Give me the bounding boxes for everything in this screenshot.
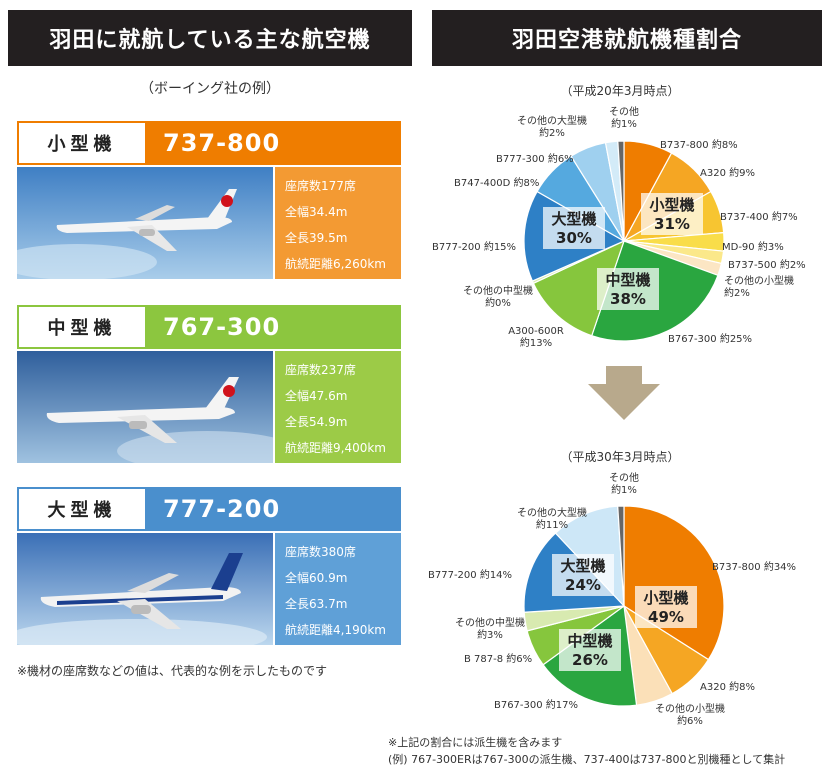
right-panel-title: 羽田空港就航機種割合 bbox=[432, 10, 822, 66]
card-model: 767-300 bbox=[163, 313, 281, 341]
slice-label: A300-600R 約13% bbox=[508, 326, 564, 349]
slice-label: その他約1% bbox=[609, 105, 639, 130]
group-label-box bbox=[559, 629, 621, 671]
slice-label: B747-400D 約8% bbox=[454, 176, 539, 189]
slice-label: A320 約8% bbox=[700, 680, 755, 693]
card-category: 小型機 bbox=[19, 123, 145, 163]
card-specs: 座席数380席 全幅60.9m 全長63.7m 航続距離4,190km bbox=[275, 533, 401, 645]
slice-label: B777-200 約14% bbox=[428, 568, 512, 581]
down-arrow-icon bbox=[588, 366, 660, 420]
group-value: 24% bbox=[565, 576, 601, 594]
footnote: ※機材の座席数などの値は、代表的な例を示したものです bbox=[17, 664, 328, 678]
group-label-box bbox=[543, 207, 605, 249]
spec-length: 全長54.9m bbox=[285, 415, 348, 429]
group-name: 中型機 bbox=[605, 271, 650, 289]
card-category: 大型機 bbox=[19, 489, 145, 529]
slice-label: B777-200 約15% bbox=[432, 240, 516, 253]
spec-wingspan: 全幅47.6m bbox=[285, 389, 348, 403]
spec-range: 航続距離4,190km bbox=[285, 623, 386, 637]
slice-label: その他の大型機約2% bbox=[517, 114, 587, 139]
spec-range: 航続距離9,400km bbox=[285, 441, 386, 455]
pie-slice bbox=[532, 239, 626, 337]
spec-wingspan: 全幅60.9m bbox=[285, 571, 348, 585]
slice-label: その他約1% bbox=[609, 471, 639, 496]
slice-label: その他の小型機約6% bbox=[655, 702, 725, 727]
group-value: 31% bbox=[654, 215, 690, 233]
group-name: 中型機 bbox=[567, 632, 612, 650]
slice-label: B777-300 約6% bbox=[496, 152, 574, 165]
group-value: 30% bbox=[556, 229, 592, 247]
spec-seats: 座席数380席 bbox=[285, 545, 356, 559]
left-panel-subtitle: （ボーイング社の例） bbox=[140, 81, 280, 97]
card-header-bar: 大型機 777-200 bbox=[17, 487, 401, 531]
slice-label: B737-400 約7% bbox=[720, 210, 798, 223]
pie-slice bbox=[617, 505, 625, 607]
note-line: (例) 767-300ERは767-300の派生機、737-400は737-80… bbox=[388, 753, 786, 766]
slice-label: B737-800 約8% bbox=[660, 138, 738, 151]
spec-wingspan: 全幅34.4m bbox=[285, 205, 348, 219]
group-label-box bbox=[635, 586, 697, 628]
group-value: 26% bbox=[572, 651, 608, 669]
pie-slice bbox=[617, 140, 625, 242]
slice-label: B767-300 約25% bbox=[668, 332, 752, 345]
spec-seats: 座席数237席 bbox=[285, 363, 356, 377]
spec-seats: 座席数177席 bbox=[285, 179, 356, 193]
group-name: 小型機 bbox=[643, 589, 688, 607]
slice-label: B737-500 約2% bbox=[728, 258, 806, 271]
group-label-box bbox=[597, 268, 659, 310]
note-line: ※上記の割合には派生機を含みます bbox=[388, 736, 563, 749]
airplane-photo bbox=[17, 167, 273, 279]
card-specs: 座席数177席 全幅34.4m 全長39.5m 航続距離6,260km bbox=[275, 167, 401, 279]
slice-label: その他の大型機約11% bbox=[517, 506, 587, 531]
slice-label: B737-800 約34% bbox=[712, 560, 796, 573]
aircraft-card-large: 大型機 777-200 座席数380席 全幅60.9m 全長63.7m 航続距離… bbox=[17, 487, 401, 647]
left-panel-title: 羽田に就航している主な航空機 bbox=[8, 10, 412, 66]
aircraft-card-medium: 中型機 767-300 座席数237席 全幅47.6m 全長54.9m 航続距離… bbox=[17, 305, 401, 465]
group-label-box bbox=[641, 193, 703, 235]
spec-range: 航続距離6,260km bbox=[285, 257, 386, 271]
card-specs: 座席数237席 全幅47.6m 全長54.9m 航続距離9,400km bbox=[275, 351, 401, 463]
slice-label: その他の中型機約3% bbox=[455, 616, 525, 641]
chart-title-h20: （平成20年3月時点） bbox=[560, 84, 680, 98]
group-name: 大型機 bbox=[560, 557, 605, 575]
chart-title-h30: （平成30年3月時点） bbox=[560, 450, 680, 464]
card-model: 737-800 bbox=[163, 129, 281, 157]
card-header-bar: 中型機 767-300 bbox=[17, 305, 401, 349]
slice-label: その他の小型機約2% bbox=[724, 274, 794, 299]
card-header-bar: 小型機 737-800 bbox=[17, 121, 401, 165]
slice-label: MD-90 約3% bbox=[722, 240, 784, 253]
slice-label: B 787-8 約6% bbox=[464, 652, 532, 665]
group-name: 小型機 bbox=[649, 196, 694, 214]
spec-length: 全長63.7m bbox=[285, 597, 348, 611]
spec-length: 全長39.5m bbox=[285, 231, 348, 245]
airplane-photo bbox=[17, 533, 273, 645]
pie-chart-h30: B737-800 約34% A320 約8% その他の小型機約6% B767-300 … bbox=[428, 471, 796, 727]
card-model: 777-200 bbox=[163, 495, 281, 523]
slice-label: B767-300 約17% bbox=[494, 698, 578, 711]
group-name: 大型機 bbox=[551, 210, 596, 228]
airplane-photo bbox=[17, 351, 273, 463]
group-label-box bbox=[552, 554, 614, 596]
pie-chart-h20: B737-800 約8% A320 約9% B737-400 約7% MD-90 約3… bbox=[432, 105, 806, 349]
card-category: 中型機 bbox=[19, 307, 145, 347]
group-value: 49% bbox=[648, 608, 684, 626]
slice-label: A320 約9% bbox=[700, 166, 755, 179]
slice-label: その他の中型機約0% bbox=[463, 284, 533, 309]
group-value: 38% bbox=[610, 290, 646, 308]
aircraft-card-small: 小型機 737-800 座席数177席 全幅34.4m 全長39.5m 航続距離… bbox=[17, 121, 401, 281]
right-notes: ※上記の割合には派生機を含みます (例) 767-300ERは767-300の派… bbox=[388, 734, 785, 768]
